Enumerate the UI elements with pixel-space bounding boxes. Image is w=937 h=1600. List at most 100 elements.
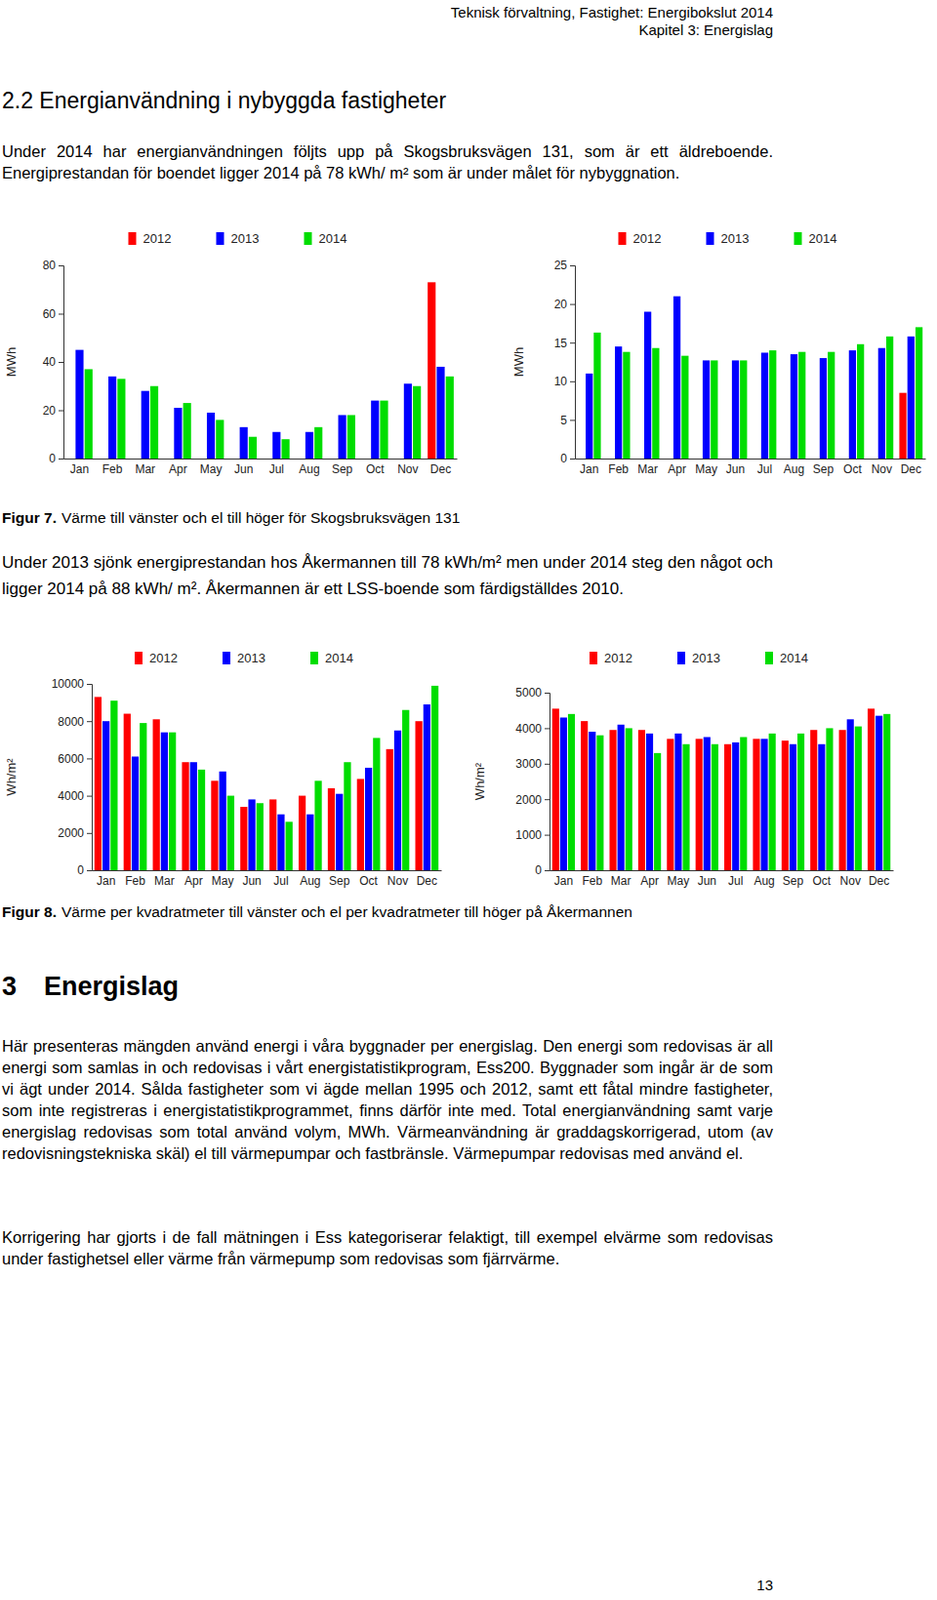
tick: Sep — [331, 462, 354, 477]
tick-label: 10000 — [51, 677, 85, 692]
bar — [622, 352, 630, 459]
bar — [436, 366, 445, 459]
tick-label: 20 — [42, 404, 57, 418]
bar — [625, 728, 633, 871]
tick: Jul — [757, 462, 773, 477]
tick-mark — [570, 458, 575, 460]
tick: 40 — [42, 355, 64, 369]
bar — [108, 376, 117, 459]
tick: Dec — [430, 462, 451, 477]
tick-mark — [570, 265, 575, 267]
bar — [168, 733, 176, 871]
bar — [732, 742, 739, 871]
tick-label: Sep — [331, 462, 354, 477]
tick: 0 — [560, 451, 575, 466]
tick: Jun — [234, 462, 253, 477]
tick: 80 — [42, 258, 64, 273]
plot: 010002000300040005000JanFebMarAprMayJunJ… — [472, 686, 895, 888]
legend-item: 2014 — [310, 651, 354, 666]
tick: May — [211, 874, 235, 889]
legend-swatch — [310, 651, 319, 665]
bar — [314, 427, 323, 459]
bar — [653, 753, 661, 871]
y-axis: 0 20 40 60 80 — [42, 258, 65, 466]
tick: Apr — [640, 874, 659, 889]
tick: Aug — [783, 462, 805, 477]
bar — [769, 350, 776, 459]
tick-label: 3000 — [515, 757, 542, 772]
bar — [761, 738, 769, 871]
axis-line — [58, 266, 65, 460]
tick: May — [667, 874, 691, 889]
legend-item: 2012 — [134, 651, 178, 666]
tick-mark — [86, 684, 92, 686]
tick: Apr — [667, 462, 687, 477]
tick: 5 — [560, 413, 575, 428]
bar — [347, 414, 356, 459]
axis-line — [92, 870, 443, 872]
bar — [298, 796, 306, 871]
y-axis: 010002000300040005000 — [515, 686, 550, 878]
legend-item: 2012 — [128, 231, 172, 246]
bar — [703, 737, 711, 872]
tick-label: Mar — [637, 462, 658, 477]
tick: 60 — [42, 307, 64, 322]
tick: 10 — [554, 374, 575, 389]
tick-mark — [544, 799, 550, 801]
bar — [305, 432, 314, 459]
bar — [856, 344, 864, 459]
tick: Jun — [242, 874, 261, 889]
tick-label: Dec — [416, 874, 438, 889]
tick: Jun — [697, 874, 717, 889]
bar — [789, 744, 797, 871]
tick-mark — [58, 458, 64, 460]
bar — [580, 721, 588, 871]
legend-swatch — [216, 232, 225, 245]
tick: Feb — [102, 462, 123, 477]
bar — [141, 391, 150, 459]
y-axis: 0510152025 — [554, 258, 576, 466]
tick: Mar — [637, 462, 658, 477]
tick: 0 — [48, 451, 64, 466]
legend-label: 2014 — [319, 231, 348, 246]
axis-title: MWh — [511, 347, 527, 377]
tick: Jul — [728, 874, 743, 889]
bar — [588, 732, 596, 871]
tick: 10000 — [51, 677, 92, 692]
bar-chart: 020406080JanFebMarAprMayJunJulAugSepOctN… — [0, 224, 469, 484]
bar — [644, 312, 652, 459]
tick-label: May — [694, 462, 718, 477]
tick-label: Mar — [134, 462, 156, 477]
bar — [446, 376, 454, 459]
tick-label: Nov — [871, 462, 893, 477]
tick-label: May — [211, 874, 235, 889]
tick: Dec — [900, 462, 922, 477]
tick-label: 4000 — [515, 722, 542, 736]
tick-label: 60 — [42, 307, 57, 322]
bar — [173, 407, 182, 459]
plot: 020406080JanFebMarAprMayJunJulAugSepOctN… — [3, 258, 458, 476]
bar — [427, 282, 436, 459]
tick-mark — [570, 304, 575, 306]
bar — [285, 821, 293, 871]
bar — [867, 708, 875, 871]
bar — [256, 803, 264, 871]
bar — [593, 332, 601, 459]
tick-label: Jul — [757, 462, 773, 477]
bar — [711, 744, 719, 871]
tick-label: Jan — [70, 462, 89, 477]
bar — [682, 744, 690, 871]
bar — [666, 738, 674, 871]
tick-label: Dec — [900, 462, 922, 477]
tick: 0 — [534, 863, 550, 878]
bar — [849, 350, 856, 459]
bar — [335, 794, 343, 871]
tick-label: Feb — [581, 874, 603, 889]
axis-line — [86, 685, 93, 872]
bar — [247, 799, 255, 871]
legend-item: 2014 — [794, 231, 838, 246]
tick: 4000 — [515, 722, 550, 736]
x-axis: JanFebMarAprMayJunJulAugSepOctNovDec — [64, 459, 458, 477]
bar — [810, 730, 817, 871]
tick-label: 5000 — [515, 686, 542, 700]
